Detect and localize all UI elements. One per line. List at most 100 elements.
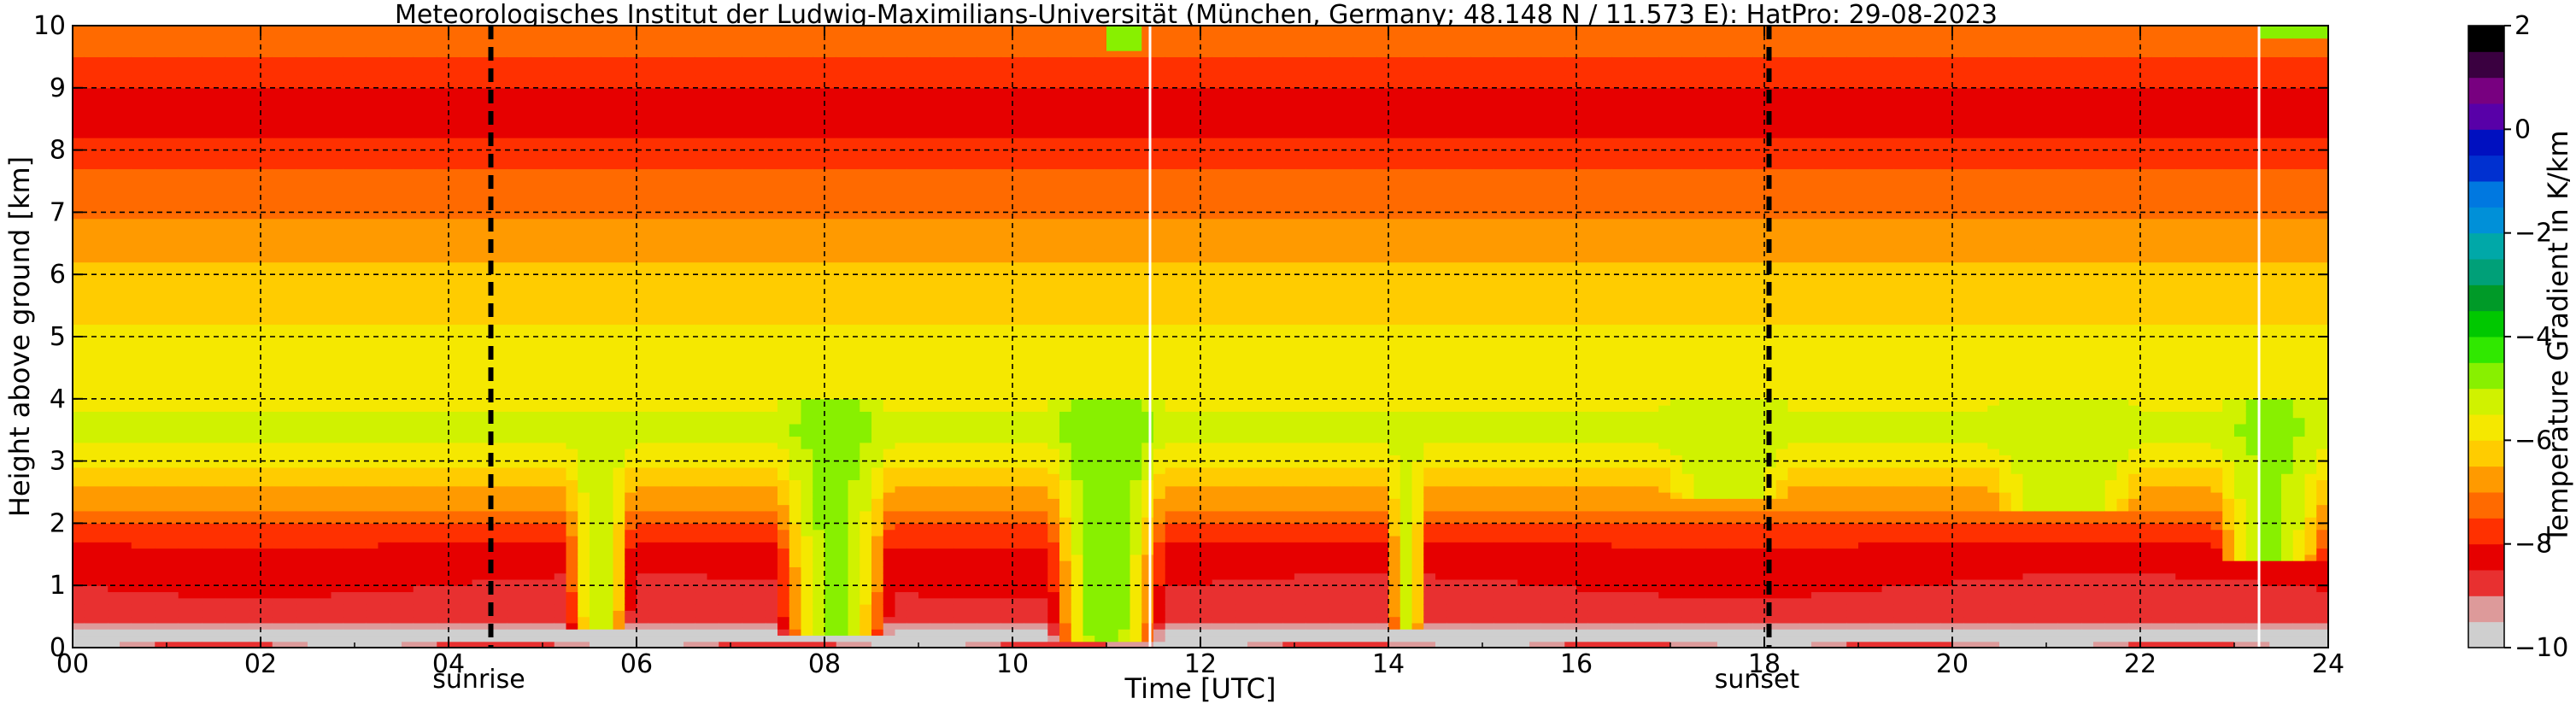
heatmap-cell-3376 <box>460 168 473 176</box>
heatmap-cell-139 <box>84 398 97 406</box>
heatmap-cell-3290 <box>449 81 461 89</box>
heatmap-cell-1335 <box>225 423 238 431</box>
heatmap-cell-3879 <box>519 150 531 157</box>
heatmap-cell-3446 <box>472 355 484 362</box>
heatmap-cell-333 <box>108 436 120 443</box>
heatmap-cell-4285 <box>566 112 578 120</box>
heatmap-cell-2710 <box>390 578 402 586</box>
heatmap-cell-2159 <box>319 274 332 282</box>
heatmap-cell-2191 <box>319 75 332 83</box>
heatmap-cell-606 <box>143 604 155 611</box>
heatmap-cell-2973 <box>413 187 426 195</box>
heatmap-cell-2677 <box>378 162 390 170</box>
heatmap-cell-1449 <box>237 337 249 343</box>
heatmap-cell-1144 <box>202 367 214 375</box>
heatmap-cell-1516 <box>249 542 261 549</box>
heatmap-cell-4030 <box>543 455 555 462</box>
heatmap-cell-1389 <box>225 87 238 95</box>
heatmap-cell-2107 <box>319 597 332 605</box>
heatmap-cell-1369 <box>225 212 238 220</box>
heatmap-cell-1707 <box>272 597 285 605</box>
heatmap-cell-410 <box>120 578 132 586</box>
heatmap-cell-3985 <box>531 112 543 120</box>
heatmap-cell-1215 <box>214 548 226 555</box>
heatmap-cell-3031 <box>425 449 437 455</box>
heatmap-cell-4880 <box>637 144 649 151</box>
heatmap-cell-149 <box>84 337 97 343</box>
heatmap-cell-627 <box>143 473 155 481</box>
heatmap-cell-2053 <box>308 311 320 319</box>
heatmap-cell-9 <box>73 585 85 593</box>
heatmap-cell-3321 <box>460 510 473 518</box>
heatmap-cell-633 <box>143 436 155 443</box>
heatmap-cell-2019 <box>308 523 320 531</box>
heatmap-cell-3090 <box>425 81 437 89</box>
heatmap-cell-3032 <box>425 442 437 449</box>
heatmap-cell-374 <box>108 181 120 188</box>
heatmap-cell-2423 <box>355 498 367 506</box>
heatmap-cell-2055 <box>308 299 320 307</box>
heatmap-cell-3796 <box>507 44 520 51</box>
heatmap-cell-1099 <box>190 26 202 32</box>
heatmap-cell-1663 <box>261 249 273 256</box>
heatmap-cell-569 <box>131 212 144 220</box>
heatmap-cell-2158 <box>319 280 332 288</box>
heatmap-cell-1138 <box>202 405 214 412</box>
heatmap-cell-550 <box>131 330 144 337</box>
heatmap-cell-1103 <box>202 622 214 630</box>
heatmap-cell-4069 <box>543 212 555 220</box>
heatmap-cell-2790 <box>390 81 402 89</box>
heatmap-cell-1649 <box>261 337 273 343</box>
heatmap-cell-3805 <box>519 610 531 618</box>
heatmap-cell-1697 <box>261 38 273 45</box>
heatmap-cell-3049 <box>425 337 437 343</box>
heatmap-cell-1290 <box>214 81 226 89</box>
heatmap-cell-778 <box>155 155 167 163</box>
heatmap-cell-2985 <box>413 112 426 120</box>
heatmap-cell-2801 <box>402 635 414 642</box>
heatmap-cell-2694 <box>378 56 390 64</box>
heatmap-cell-3674 <box>496 181 508 188</box>
heatmap-cell-3647 <box>496 349 508 356</box>
heatmap-cell-4435 <box>590 423 602 431</box>
heatmap-cell-1738 <box>272 405 285 412</box>
heatmap-cell-4872 <box>637 193 649 201</box>
heatmap-cell-1570 <box>249 206 261 213</box>
heatmap-cell-4324 <box>578 492 590 499</box>
heatmap-cell-4206 <box>566 604 578 611</box>
heatmap-cell-1441 <box>237 386 249 394</box>
heatmap-cell-3165 <box>437 237 449 244</box>
heatmap-cell-832 <box>167 442 179 449</box>
heatmap-cell-3072 <box>425 193 437 201</box>
heatmap-cell-33 <box>73 436 85 443</box>
heatmap-cell-1872 <box>284 193 296 201</box>
heatmap-cell-4970 <box>648 206 661 213</box>
heatmap-cell-4344 <box>578 367 590 375</box>
heatmap-cell-757 <box>155 286 167 294</box>
heatmap-cell-3415 <box>472 548 484 555</box>
heatmap-cell-4869 <box>637 212 649 220</box>
heatmap-cell-2137 <box>319 411 332 419</box>
heatmap-cell-1656 <box>261 293 273 300</box>
heatmap-cell-939 <box>178 398 191 406</box>
heatmap-cell-2211 <box>331 572 343 580</box>
heatmap-cell-754 <box>155 305 167 313</box>
heatmap-cell-1011 <box>190 572 202 580</box>
heatmap-cell-4686 <box>613 106 625 114</box>
heatmap-cell-2706 <box>390 604 402 611</box>
heatmap-cell-130 <box>84 455 97 462</box>
heatmap-cell-1131 <box>202 449 214 455</box>
heatmap-cell-48 <box>73 343 85 350</box>
heatmap-cell-145 <box>84 361 97 368</box>
heatmap-cell-2440 <box>355 392 367 400</box>
heatmap-cell-3163 <box>437 249 449 256</box>
heatmap-cell-922 <box>178 504 191 512</box>
heatmap-cell-337 <box>108 411 120 419</box>
heatmap-cell-3179 <box>437 150 449 157</box>
heatmap-cell-630 <box>143 455 155 462</box>
heatmap-cell-261 <box>96 261 109 269</box>
heatmap-cell-4120 <box>554 517 567 524</box>
heatmap-cell-7 <box>73 597 85 605</box>
heatmap-cell-1995 <box>296 50 308 57</box>
heatmap-cell-4776 <box>625 168 637 176</box>
